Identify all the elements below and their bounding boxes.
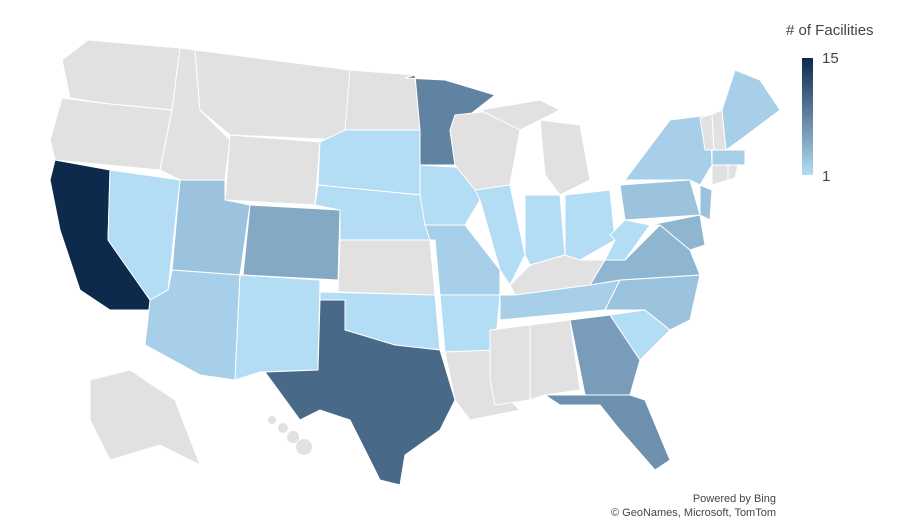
state-hi[interactable] bbox=[287, 431, 299, 443]
state-hi[interactable] bbox=[268, 416, 276, 424]
state-pa[interactable] bbox=[619, 179, 701, 221]
state-wa[interactable] bbox=[61, 39, 181, 111]
state-ga[interactable] bbox=[569, 314, 641, 396]
state-sd[interactable] bbox=[317, 129, 421, 196]
state-mi[interactable] bbox=[539, 119, 591, 196]
state-mo[interactable] bbox=[424, 224, 501, 296]
legend-title: # of Facilities bbox=[786, 22, 874, 39]
state-nm[interactable] bbox=[234, 274, 321, 381]
legend-max-label: 15 bbox=[822, 50, 839, 67]
state-fl[interactable] bbox=[543, 394, 671, 471]
state-md[interactable] bbox=[649, 214, 706, 251]
state-ct[interactable] bbox=[711, 164, 729, 186]
state-hi[interactable] bbox=[278, 423, 288, 433]
state-nd[interactable] bbox=[344, 69, 421, 131]
state-ms[interactable] bbox=[489, 324, 531, 406]
state-or[interactable] bbox=[49, 97, 173, 171]
state-mi[interactable] bbox=[478, 99, 562, 131]
state-hi[interactable] bbox=[296, 439, 312, 455]
state-ri[interactable] bbox=[727, 164, 739, 181]
state-ks[interactable] bbox=[337, 239, 436, 296]
state-wy[interactable] bbox=[224, 134, 321, 206]
state-al[interactable] bbox=[529, 319, 581, 401]
state-ny[interactable] bbox=[624, 114, 713, 186]
legend-min-label: 1 bbox=[822, 168, 831, 185]
state-oh[interactable] bbox=[564, 189, 616, 261]
state-co[interactable] bbox=[242, 204, 341, 281]
state-tx[interactable] bbox=[264, 299, 456, 486]
state-ak[interactable] bbox=[89, 369, 201, 467]
state-me[interactable] bbox=[721, 69, 781, 151]
state-ma[interactable] bbox=[711, 149, 746, 166]
state-nj[interactable] bbox=[699, 184, 713, 221]
state-mt[interactable] bbox=[194, 49, 351, 141]
legend-color-scale bbox=[802, 58, 813, 175]
map-attribution: Powered by Bing © GeoNames, Microsoft, T… bbox=[611, 492, 776, 520]
state-in[interactable] bbox=[524, 194, 566, 266]
copyright-notice: © GeoNames, Microsoft, TomTom bbox=[611, 507, 776, 519]
powered-by-bing: Powered by Bing bbox=[692, 493, 776, 505]
